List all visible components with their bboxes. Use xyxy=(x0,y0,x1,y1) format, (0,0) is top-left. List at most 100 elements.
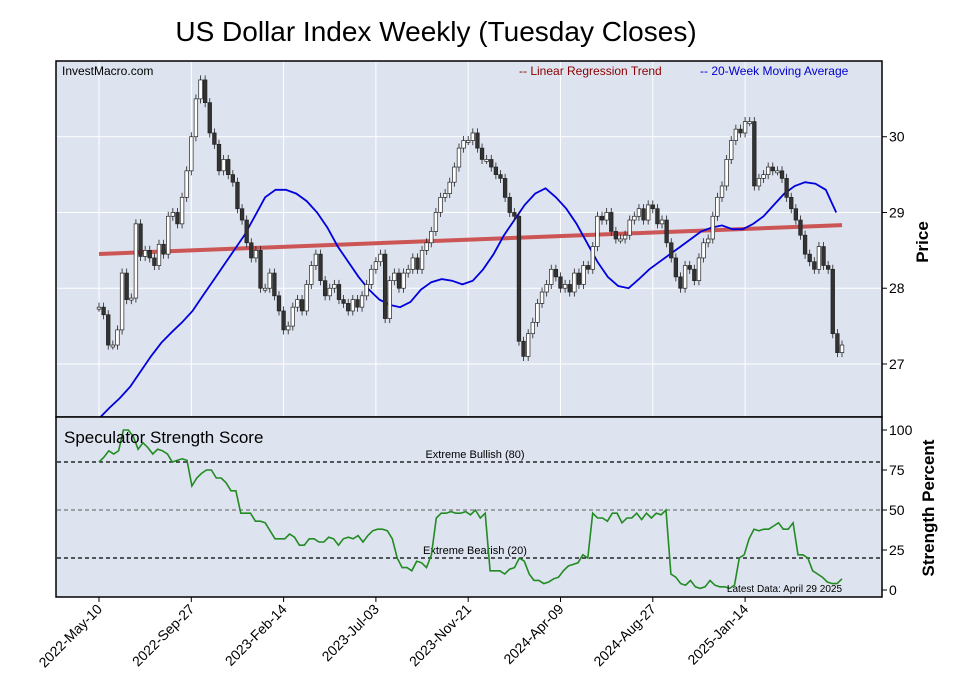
candle-body xyxy=(424,242,429,251)
candle-body xyxy=(304,284,309,312)
strength-path xyxy=(98,429,843,590)
candle-body xyxy=(590,246,595,270)
candle-body xyxy=(539,291,545,304)
candle-body xyxy=(138,223,143,257)
candle-body xyxy=(406,268,411,274)
candle-body xyxy=(373,261,379,270)
price-tick-label: 30 xyxy=(889,129,905,145)
candle-body xyxy=(544,284,549,293)
candle-body xyxy=(798,219,803,236)
strength-axis-label: Strength Percent xyxy=(919,439,938,576)
candle-body xyxy=(756,178,762,187)
reference-label: Extreme Bearish (20) xyxy=(423,545,527,557)
candle-body xyxy=(429,231,434,244)
price-tick-label: 28 xyxy=(889,280,905,296)
candle-body xyxy=(253,250,259,259)
candle-body xyxy=(466,140,471,143)
candle-body xyxy=(156,243,162,266)
x-tick-label: 2025-Jan-14 xyxy=(684,601,751,668)
candle-body xyxy=(646,204,651,221)
candle-body xyxy=(692,268,697,282)
legend-ma: -- 20-Week Moving Average xyxy=(700,64,849,78)
candle-body xyxy=(572,272,577,293)
candle-body xyxy=(461,140,466,149)
x-axis-ticks: 2022-May-10 2022-Sep-27 2023-Feb-14 2023-Ju… xyxy=(35,597,751,670)
candle-body xyxy=(101,306,106,316)
candle-body xyxy=(576,272,582,285)
candle-body xyxy=(835,333,840,353)
candle-body xyxy=(766,166,771,175)
candle-body xyxy=(244,219,249,244)
candle-body xyxy=(369,268,374,285)
candle-body xyxy=(392,272,397,282)
candle-body xyxy=(733,128,739,141)
candle-body xyxy=(189,136,194,172)
candle-body xyxy=(784,178,789,198)
candle-body xyxy=(567,284,572,293)
candle-body xyxy=(318,253,323,282)
candle-body xyxy=(110,344,115,348)
candle-body xyxy=(526,333,531,357)
candle-body xyxy=(521,340,526,357)
x-tick-label: 2024-Apr-09 xyxy=(500,601,566,667)
candle-body xyxy=(147,250,152,259)
regression-trend-line xyxy=(98,223,843,256)
candle-body xyxy=(470,132,475,141)
candle-body xyxy=(327,287,332,297)
candle-body xyxy=(706,238,711,244)
candle-body xyxy=(821,246,826,266)
candle-body xyxy=(364,284,369,297)
candle-body xyxy=(789,196,794,210)
candle-body xyxy=(779,170,785,179)
strength-score-line xyxy=(98,429,843,590)
candle-body xyxy=(133,223,139,299)
candle-body xyxy=(839,344,845,353)
candle-body xyxy=(807,253,812,263)
strength-tick-label: 100 xyxy=(889,422,913,438)
candle-body xyxy=(581,265,586,285)
candle-body xyxy=(632,215,637,221)
candle-body xyxy=(701,242,706,259)
candle-body xyxy=(175,212,180,225)
reference-label: Extreme Bullish (80) xyxy=(425,449,524,461)
candle-body xyxy=(719,185,725,198)
candle-body xyxy=(350,299,355,312)
candle-body xyxy=(641,208,646,221)
candle-body xyxy=(618,238,623,242)
price-axis-label: Price xyxy=(913,221,932,263)
candle-body xyxy=(673,257,679,278)
strength-title: Speculator Strength Score xyxy=(64,428,263,447)
candle-body xyxy=(322,280,328,297)
candle-body xyxy=(729,140,734,160)
candle-body xyxy=(710,215,715,240)
candle-body xyxy=(627,219,632,236)
price-tick-label: 27 xyxy=(889,356,905,372)
candle-body xyxy=(812,261,817,270)
candle-body xyxy=(249,242,254,259)
candle-body xyxy=(438,196,443,213)
candle-body xyxy=(622,234,628,240)
watermark: InvestMacro.com xyxy=(62,64,153,78)
price-candles xyxy=(96,75,845,361)
candle-body xyxy=(530,321,535,335)
candle-body xyxy=(549,268,554,285)
candle-body xyxy=(115,329,120,346)
candle-body xyxy=(332,284,337,289)
candle-body xyxy=(299,299,305,312)
candle-body xyxy=(775,170,780,174)
candle-body xyxy=(696,257,702,282)
candle-body xyxy=(119,272,125,331)
strength-tick-label: 25 xyxy=(889,542,905,558)
candle-body xyxy=(235,181,240,210)
candle-body xyxy=(239,208,245,221)
candle-body xyxy=(179,196,185,225)
candle-body xyxy=(415,257,420,270)
candle-body xyxy=(682,265,688,289)
candle-body xyxy=(272,272,277,297)
candle-body xyxy=(802,234,808,255)
candle-body xyxy=(475,132,480,149)
candle-body xyxy=(752,121,757,187)
chart-title: US Dollar Index Weekly (Tuesday Closes) xyxy=(175,16,696,47)
candle-body xyxy=(286,325,291,331)
